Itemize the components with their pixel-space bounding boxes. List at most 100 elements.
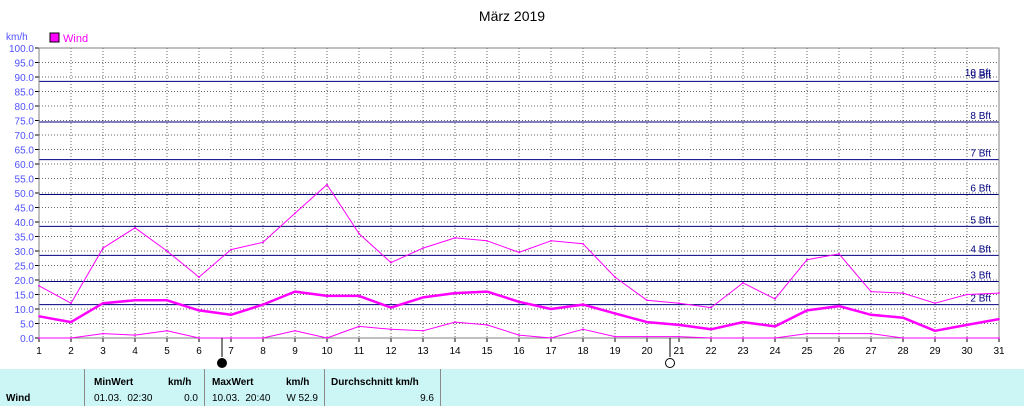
data-point-min xyxy=(838,332,840,335)
max-date-time: 10.03. 20:40 xyxy=(212,393,271,404)
max-header: MaxWert xyxy=(212,377,254,388)
data-point-mean xyxy=(70,321,72,323)
data-point-max xyxy=(454,237,456,239)
data-point-max xyxy=(390,261,392,264)
x-tick-label: 19 xyxy=(609,346,621,357)
x-tick-label: 13 xyxy=(417,346,429,357)
data-point-max xyxy=(38,284,40,287)
data-point-max xyxy=(742,282,744,284)
x-tick-label: 2 xyxy=(68,346,74,357)
data-point-max xyxy=(198,276,200,278)
data-point-max xyxy=(966,293,968,296)
data-point-max xyxy=(710,306,712,309)
x-tick-label: 9 xyxy=(292,346,298,357)
data-point-mean xyxy=(838,305,840,307)
data-point-max xyxy=(294,212,296,215)
data-point-max xyxy=(102,247,104,250)
x-tick-label: 6 xyxy=(196,346,202,357)
data-point-mean xyxy=(294,290,296,293)
data-point-min xyxy=(774,337,776,339)
y-tick-label: 45.0 xyxy=(15,204,35,215)
data-point-mean xyxy=(774,325,776,328)
y-tick-label: 70.0 xyxy=(15,131,35,142)
data-point-mean xyxy=(934,329,936,332)
data-point-mean xyxy=(710,328,712,331)
data-point-max xyxy=(358,232,360,235)
max-unit: km/h xyxy=(286,377,310,388)
data-point-max xyxy=(646,299,648,302)
data-point-max xyxy=(262,241,264,244)
beaufort-label: 2 Bft xyxy=(970,294,991,305)
data-point-max xyxy=(614,276,616,278)
data-point-min xyxy=(614,335,616,338)
max-value: W 52.9 xyxy=(286,393,318,404)
data-point-min xyxy=(582,328,584,331)
data-point-min xyxy=(230,337,232,339)
x-tick-label: 31 xyxy=(993,346,1005,357)
data-point-min xyxy=(70,337,72,339)
min-value: 0.0 xyxy=(184,393,198,404)
data-point-min xyxy=(934,337,936,339)
y-tick-label: 0.0 xyxy=(20,334,34,345)
data-point-max xyxy=(422,247,424,250)
data-point-mean xyxy=(518,300,520,303)
data-point-max xyxy=(998,292,1000,294)
data-point-min xyxy=(966,337,968,339)
x-tick-label: 21 xyxy=(673,346,685,357)
data-point-max xyxy=(582,242,584,245)
y-tick-label: 65.0 xyxy=(15,146,35,157)
y-tick-label: 10.0 xyxy=(15,305,35,316)
data-point-mean xyxy=(582,303,584,306)
stats-row-label: Wind xyxy=(6,393,31,404)
avg-value: 9.6 xyxy=(420,393,434,404)
data-point-mean xyxy=(134,299,136,302)
x-tick-label: 25 xyxy=(801,346,813,357)
data-point-mean xyxy=(198,309,200,312)
data-point-mean xyxy=(326,295,328,297)
data-point-mean xyxy=(38,315,40,318)
data-point-min xyxy=(294,329,296,332)
data-point-min xyxy=(870,332,872,335)
min-header: MinWert xyxy=(94,377,134,388)
legend-label: Wind xyxy=(63,33,88,45)
x-tick-label: 11 xyxy=(354,346,365,357)
stats-label-cell: Wind xyxy=(0,369,85,406)
x-tick-label: 1 xyxy=(36,346,42,357)
x-tick-label: 15 xyxy=(481,346,493,357)
data-point-max xyxy=(518,251,520,254)
data-point-mean xyxy=(966,324,968,326)
beaufort-label: 4 Bft xyxy=(970,244,991,255)
data-point-max xyxy=(70,302,72,305)
y-tick-label: 25.0 xyxy=(15,262,35,273)
y-tick-label: 80.0 xyxy=(15,102,35,113)
data-point-max xyxy=(870,290,872,293)
data-point-max xyxy=(806,258,808,261)
data-point-min xyxy=(742,337,744,339)
stats-table: Wind MinWert km/h 01.03. 02:30 0.0 MaxWe… xyxy=(0,369,1024,406)
avg-header: Durchschnitt km/h xyxy=(331,377,419,388)
beaufort-label: 10 Bft xyxy=(965,68,991,79)
data-point-min xyxy=(806,332,808,335)
data-point-min xyxy=(262,337,264,339)
x-tick-label: 12 xyxy=(385,346,397,357)
data-point-max xyxy=(678,302,680,305)
full-moon-icon xyxy=(665,358,675,368)
min-date-time: 01.03. 02:30 xyxy=(94,393,153,404)
x-tick-label: 5 xyxy=(164,346,170,357)
y-tick-label: 95.0 xyxy=(15,59,35,70)
data-point-mean xyxy=(646,321,648,323)
data-point-mean xyxy=(166,299,168,302)
y-tick-label: 50.0 xyxy=(15,189,35,200)
y-tick-label: 40.0 xyxy=(15,218,35,229)
data-point-min xyxy=(358,325,360,328)
beaufort-label: 5 Bft xyxy=(970,215,991,226)
data-point-min xyxy=(454,321,456,323)
data-point-mean xyxy=(998,318,1000,321)
y-axis-unit: km/h xyxy=(6,32,28,43)
data-point-min xyxy=(998,337,1000,339)
data-point-max xyxy=(134,226,136,229)
legend-swatch xyxy=(49,32,60,43)
beaufort-label: 7 Bft xyxy=(970,149,991,160)
x-tick-label: 24 xyxy=(769,346,781,357)
data-point-mean xyxy=(678,324,680,326)
